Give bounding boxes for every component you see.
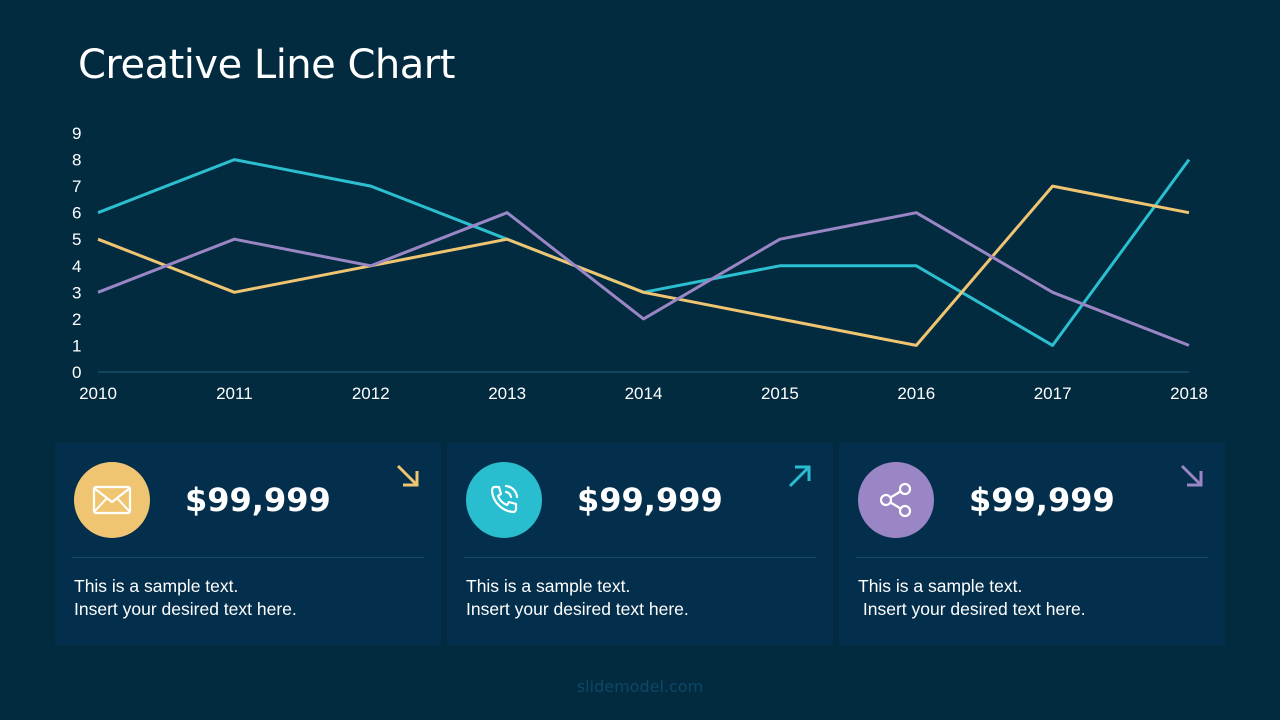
y-tick-label: 3 — [72, 283, 81, 302]
y-tick-label: 2 — [72, 310, 81, 329]
amount-value: $99,999 — [577, 481, 723, 519]
y-tick-label: 7 — [72, 177, 81, 196]
share-icon-circle — [858, 462, 934, 538]
series-line-2 — [97, 184, 1190, 347]
footer-watermark: slidemodel.com — [576, 677, 704, 696]
x-axis-labels: 2010 2011 2012 2013 2014 2015 2016 2017 2018 — [79, 384, 1208, 403]
card-description: This is a sample text. Insert your desir… — [466, 575, 689, 621]
stat-card-email: $99,999 This is a sample text. Insert yo… — [55, 443, 441, 645]
description-line-1: This is a sample text. — [74, 576, 239, 596]
description-line-2: Insert your desired text here. — [466, 599, 689, 619]
divider — [72, 557, 424, 558]
divider — [464, 557, 816, 558]
card-description: This is a sample text. Insert your desir… — [858, 575, 1086, 621]
card-description: This is a sample text. Insert your desir… — [74, 575, 297, 621]
x-tick-label: 2012 — [352, 384, 390, 403]
y-axis-labels: 0 1 2 3 4 5 6 7 8 9 — [72, 124, 81, 382]
amount-value: $99,999 — [969, 481, 1115, 519]
description-line-1: This is a sample text. — [466, 576, 631, 596]
y-tick-label: 5 — [72, 230, 81, 249]
description-line-2: Insert your desired text here. — [74, 599, 297, 619]
x-tick-label: 2018 — [1170, 384, 1208, 403]
phone-icon-circle — [466, 462, 542, 538]
y-tick-label: 4 — [72, 257, 81, 276]
x-tick-label: 2010 — [79, 384, 117, 403]
arrow-down-right-icon — [1180, 464, 1203, 487]
arrow-down-right-icon — [396, 464, 419, 487]
x-tick-label: 2017 — [1034, 384, 1072, 403]
y-tick-label: 1 — [72, 336, 81, 355]
share-icon — [879, 482, 912, 518]
y-tick-label: 6 — [72, 204, 81, 223]
y-tick-label: 0 — [72, 363, 81, 382]
stat-card-phone: $99,999 This is a sample text. Insert yo… — [447, 443, 833, 645]
x-tick-label: 2013 — [488, 384, 526, 403]
series-line-3 — [97, 211, 1190, 347]
description-line-2: Insert your desired text here. — [858, 599, 1086, 619]
page-title: Creative Line Chart — [78, 42, 455, 88]
y-tick-label: 9 — [72, 124, 81, 143]
x-tick-label: 2015 — [761, 384, 799, 403]
arrow-up-right-icon — [788, 465, 811, 488]
phone-icon — [490, 484, 519, 514]
description-line-1: This is a sample text. — [858, 576, 1023, 596]
x-tick-label: 2016 — [897, 384, 935, 403]
email-icon-circle — [74, 462, 150, 538]
envelope-icon — [92, 485, 132, 515]
stat-card-share: $99,999 This is a sample text. Insert yo… — [839, 443, 1225, 645]
series-lines — [97, 158, 1191, 347]
divider — [856, 557, 1208, 558]
x-tick-label: 2011 — [216, 384, 253, 403]
amount-value: $99,999 — [185, 481, 331, 519]
x-tick-label: 2014 — [625, 384, 663, 403]
y-tick-label: 8 — [72, 151, 81, 170]
